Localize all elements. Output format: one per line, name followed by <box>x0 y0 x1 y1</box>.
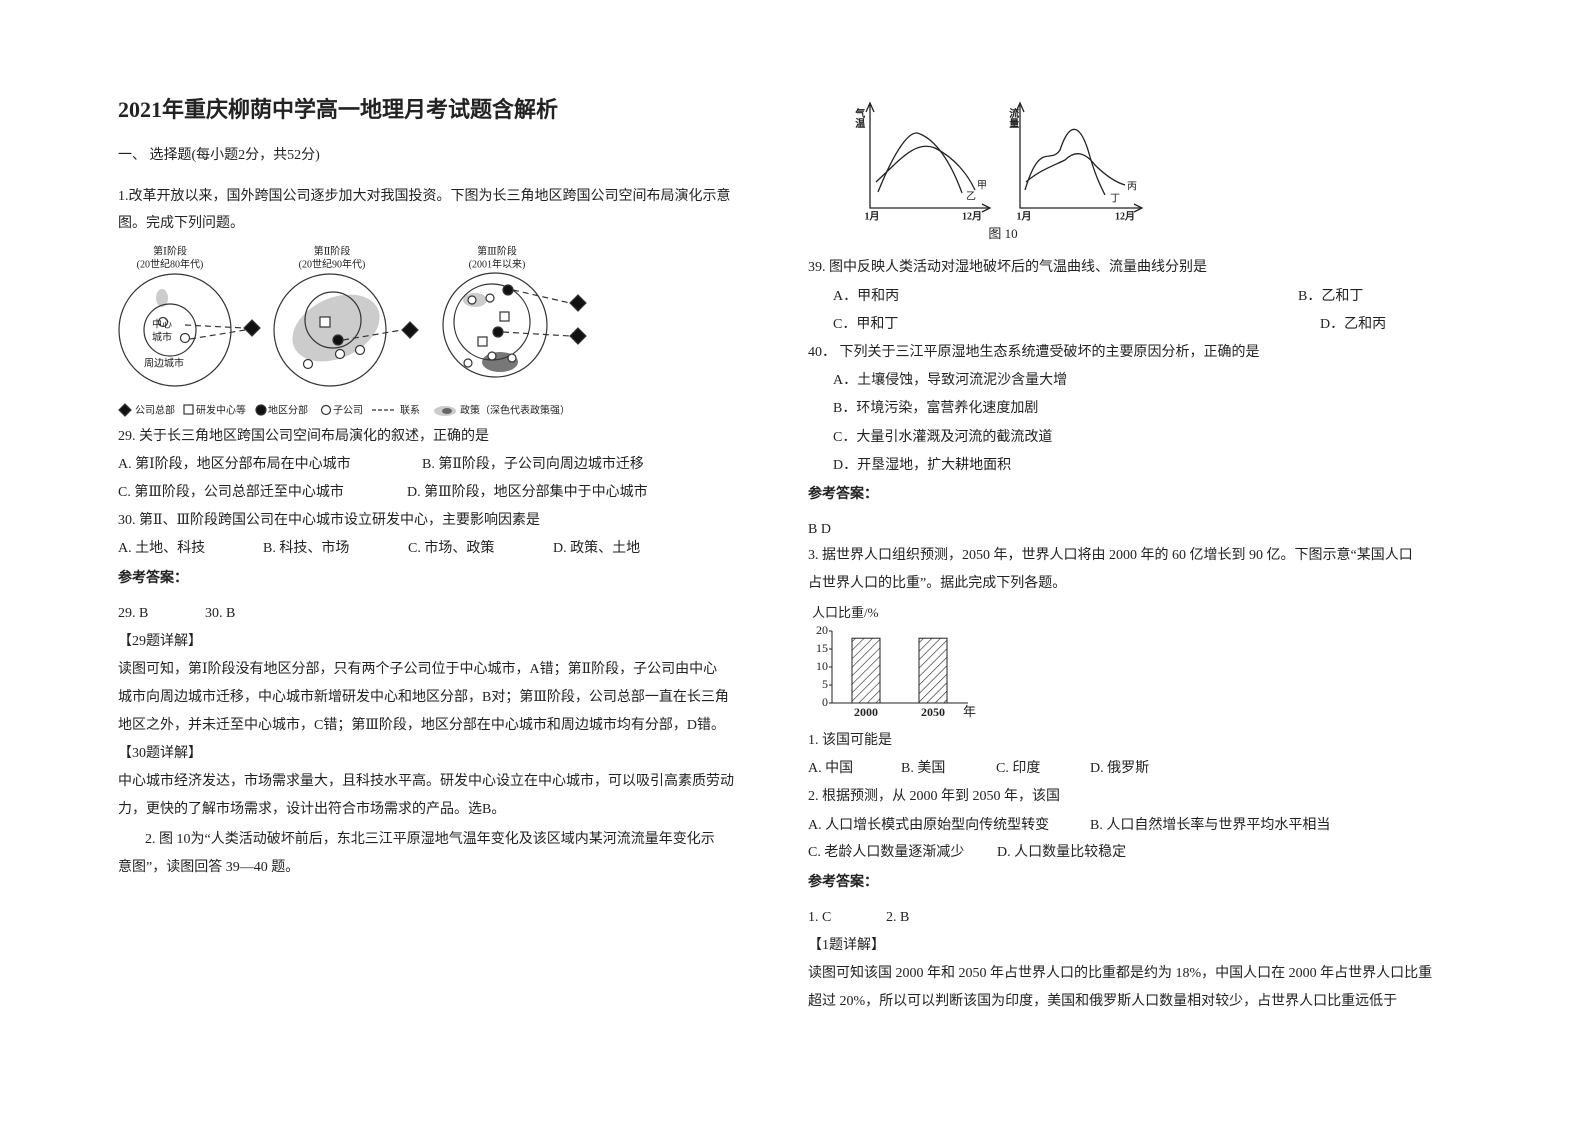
doc-title: 2021年重庆柳荫中学高一地理月考试题含解析 <box>118 97 559 122</box>
option: C. 印度 <box>996 761 1041 776</box>
option: B. 科技、市场 <box>263 541 350 556</box>
text-line: 地区之外，并未迁至中心城市，C错；第Ⅲ阶段，地区分部在中心城市和周边城市均有分部… <box>118 718 725 733</box>
explain-heading: 【30题详解】 <box>118 746 202 761</box>
text-line: 图。完成下列问题。 <box>118 216 244 231</box>
y-tick-label: 10 <box>816 659 828 673</box>
month-label: 12月 <box>962 210 982 222</box>
center-label: 城市 <box>152 330 172 343</box>
option: B. 人口自然增长率与世界平均水平相当 <box>1090 818 1331 833</box>
text-line: 城市向周边城市迁移，中心城市新增研发中心和地区分部，B对；第Ⅲ阶段，公司总部一直… <box>118 690 729 705</box>
curve-diagrams <box>865 101 1144 213</box>
month-label: 1月 <box>865 210 880 222</box>
option: A. 中国 <box>808 761 854 776</box>
x-tick-label: 2050 <box>921 705 945 719</box>
answer-heading: 参考答案： <box>808 487 878 502</box>
option: A．土壤侵蚀，导致河流泥沙含量大增 <box>833 373 1068 388</box>
x-tick-label: 2000 <box>854 705 878 719</box>
explain-heading: 【29题详解】 <box>118 634 202 649</box>
text-line: 占世界人口的比重”。据此完成下列各题。 <box>808 576 1067 591</box>
section-heading: 一、 选择题(每小题2分，共52分) <box>118 148 320 163</box>
month-label: 1月 <box>1017 210 1032 222</box>
axis-label: 流量 <box>1007 107 1019 128</box>
stage-period: (20世纪80年代) <box>137 257 204 270</box>
option: D．乙和丙 <box>1320 317 1387 332</box>
text-line: 意图”，读图回答 39—40 题。 <box>118 860 300 875</box>
answer: 2. B <box>886 910 910 925</box>
question-stem: 29. 关于长三角地区跨国公司空间布局演化的叙述，正确的是 <box>118 429 489 444</box>
curve-label: 乙 <box>966 190 976 202</box>
option: B. 美国 <box>901 761 946 776</box>
outer-label: 周边城市 <box>144 356 184 369</box>
axis-label: 气温 <box>853 107 866 129</box>
stage-period: (20世纪90年代) <box>299 257 366 270</box>
option: D. 第Ⅲ阶段，地区分部集中于中心城市 <box>407 485 648 500</box>
option: C. 市场、政策 <box>408 541 495 556</box>
stage-title: 第Ⅰ阶段 <box>153 244 187 257</box>
question-stem: 40． 下列关于三江平原湿地生态系统遭受破坏的主要原因分析，正确的是 <box>808 345 1260 360</box>
option: A. 土地、科技 <box>118 541 206 556</box>
y-tick-label: 0 <box>822 695 828 709</box>
question-stem: 30. 第Ⅱ、Ⅲ阶段跨国公司在中心城市设立研发中心，主要影响因素是 <box>118 513 541 528</box>
answer: B D <box>808 522 831 537</box>
option: C. 老龄人口数量逐渐减少 <box>808 845 965 860</box>
stage-diagrams <box>118 272 587 417</box>
stage-title: 第Ⅲ阶段 <box>477 244 517 257</box>
curve-label: 丁 <box>1110 193 1120 204</box>
legend-label: 地区分部 <box>268 403 308 416</box>
explain-heading: 【1题详解】 <box>808 938 885 953</box>
legend-label: 政策（深色代表政策强） <box>460 403 570 416</box>
answer: 29. B <box>118 606 149 621</box>
question-stem: 39. 图中反映人类活动对湿地破坏后的气温曲线、流量曲线分别是 <box>808 260 1207 275</box>
question-stem: 2. 根据预测，从 2000 年到 2050 年，该国 <box>808 789 1060 804</box>
text-line: 力，更快的了解市场需求，设计出符合市场需求的产品。选B。 <box>118 802 506 817</box>
x-axis-title: 年 <box>963 704 976 719</box>
curve-label: 甲 <box>977 180 987 191</box>
text-line: 1.改革开放以来，国外跨国公司逐步加大对我国投资。下图为长三角地区跨国公司空间布… <box>118 189 731 204</box>
option: B．乙和丁 <box>1298 289 1364 304</box>
text-line: 超过 20%，所以可以判断该国为印度，美国和俄罗斯人口数量相对较少，占世界人口比… <box>808 994 1398 1009</box>
bar <box>918 637 948 704</box>
text-line: 3. 据世界人口组织预测，2050 年，世界人口将由 2000 年的 60 亿增… <box>808 548 1413 563</box>
y-axis-title: 人口比重/% <box>812 605 879 620</box>
y-tick-label: 20 <box>816 623 828 637</box>
option: B. 第Ⅱ阶段，子公司向周边城市迁移 <box>422 457 644 472</box>
option: D．开垦湿地，扩大耕地面积 <box>833 458 1012 473</box>
text-line: 读图可知该国 2000 年和 2050 年占世界人口的比重都是约为 18%，中国… <box>808 966 1433 981</box>
option: D. 俄罗斯 <box>1090 761 1150 776</box>
option: A．甲和丙 <box>833 289 900 304</box>
question-stem: 1. 该国可能是 <box>808 733 892 748</box>
center-label: 中心 <box>152 317 172 330</box>
option: D. 人口数量比较稳定 <box>997 845 1127 860</box>
legend-label: 联系 <box>400 404 420 416</box>
option: D. 政策、土地 <box>553 541 641 556</box>
option: B．环境污染，富营养化速度加剧 <box>833 401 1039 416</box>
figure-caption: 图 10 <box>988 226 1017 241</box>
stage-title: 第Ⅱ阶段 <box>314 244 351 257</box>
bar-chart: 人口比重/% 0 5 10 15 20 2000 2050 年 <box>812 605 976 719</box>
legend-label: 公司总部 <box>135 403 175 416</box>
answer: 1. C <box>808 910 832 925</box>
answer: 30. B <box>205 606 236 621</box>
option: C．大量引水灌溉及河流的截流改道 <box>833 430 1053 445</box>
text-line: 读图可知，第Ⅰ阶段没有地区分部，只有两个子公司位于中心城市，A错；第Ⅱ阶段，子公… <box>118 662 718 677</box>
y-tick-label: 15 <box>816 641 828 655</box>
option: C．甲和丁 <box>833 317 899 332</box>
y-tick-label: 5 <box>822 677 828 691</box>
option: A. 人口增长模式由原始型向传统型转变 <box>808 818 1050 833</box>
stage-period: (2001年以来) <box>469 257 526 270</box>
answer-heading: 参考答案： <box>118 571 188 586</box>
option: C. 第Ⅲ阶段，公司总部迁至中心城市 <box>118 485 344 500</box>
option: A. 第Ⅰ阶段，地区分部布局在中心城市 <box>118 457 351 472</box>
text-line: 中心城市经济发达，市场需求量大，且科技水平高。研发中心设立在中心城市，可以吸引高… <box>118 774 734 789</box>
curve-label: 丙 <box>1127 181 1137 192</box>
answer-heading: 参考答案： <box>808 875 878 890</box>
legend-label: 子公司 <box>333 404 363 416</box>
month-label: 12月 <box>1115 210 1135 222</box>
bar <box>851 637 881 704</box>
text-line: 2. 图 10为“人类活动破坏前后，东北三江平原湿地气温年变化及该区域内某河流流… <box>145 832 715 847</box>
legend-label: 研发中心等 <box>196 403 246 416</box>
